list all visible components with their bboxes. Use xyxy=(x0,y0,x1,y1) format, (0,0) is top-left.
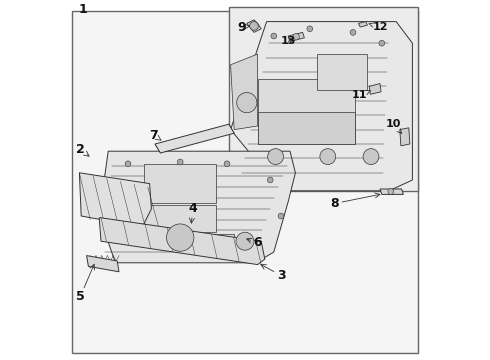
Circle shape xyxy=(268,177,273,183)
Circle shape xyxy=(250,22,258,30)
Text: 2: 2 xyxy=(76,143,89,156)
Circle shape xyxy=(177,159,183,165)
Polygon shape xyxy=(288,32,304,41)
Text: 10: 10 xyxy=(386,119,402,133)
Polygon shape xyxy=(247,20,261,32)
Polygon shape xyxy=(369,84,381,94)
Circle shape xyxy=(293,33,299,40)
Text: 8: 8 xyxy=(331,193,380,210)
Circle shape xyxy=(268,149,284,165)
Text: 12: 12 xyxy=(369,22,388,32)
Polygon shape xyxy=(155,124,234,153)
Circle shape xyxy=(350,30,356,35)
Bar xyxy=(144,164,216,203)
Circle shape xyxy=(388,189,393,194)
Circle shape xyxy=(363,149,379,165)
Polygon shape xyxy=(231,54,258,130)
Circle shape xyxy=(379,40,385,46)
Circle shape xyxy=(278,213,284,219)
Circle shape xyxy=(236,232,254,250)
Polygon shape xyxy=(87,256,119,272)
Circle shape xyxy=(125,161,131,167)
Polygon shape xyxy=(358,22,368,27)
Circle shape xyxy=(224,161,230,167)
Text: 7: 7 xyxy=(149,129,161,141)
Text: 4: 4 xyxy=(189,202,197,223)
Text: 13: 13 xyxy=(280,36,296,46)
Text: 5: 5 xyxy=(76,264,95,303)
Text: 1: 1 xyxy=(78,3,87,15)
Bar xyxy=(144,205,216,232)
Circle shape xyxy=(237,93,257,113)
Polygon shape xyxy=(79,173,151,227)
Circle shape xyxy=(271,33,277,39)
Polygon shape xyxy=(99,151,295,263)
Text: 6: 6 xyxy=(246,237,262,249)
Polygon shape xyxy=(99,218,265,265)
Circle shape xyxy=(307,26,313,32)
Bar xyxy=(258,112,355,144)
Circle shape xyxy=(167,224,194,251)
Circle shape xyxy=(320,149,336,165)
Bar xyxy=(317,54,368,90)
Text: 11: 11 xyxy=(352,90,370,100)
Polygon shape xyxy=(400,128,410,146)
Polygon shape xyxy=(380,189,403,194)
Text: 3: 3 xyxy=(261,265,285,282)
Bar xyxy=(258,79,355,144)
Bar xyxy=(229,7,418,191)
Text: 9: 9 xyxy=(237,21,249,33)
Polygon shape xyxy=(231,22,413,191)
Bar xyxy=(191,234,234,252)
